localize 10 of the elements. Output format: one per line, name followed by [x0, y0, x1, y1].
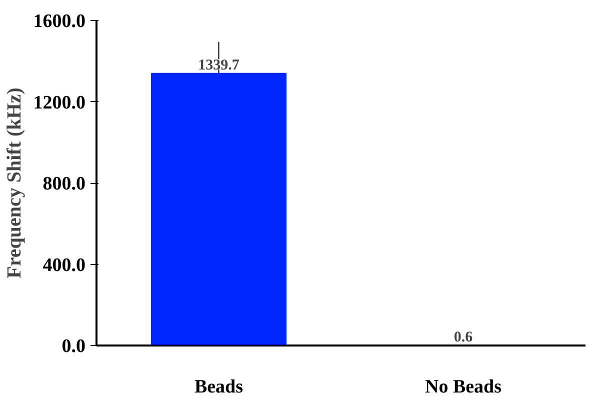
y-tick-label: 400.0 — [42, 254, 86, 276]
x-tick-label: No Beads — [424, 376, 502, 398]
data-label: 1339.7 — [198, 57, 240, 74]
y-tick-label: 800.0 — [42, 174, 86, 194]
y-tick-label: 1200.0 — [33, 92, 86, 114]
y-axis-title: Frequency Shift (kHz) — [3, 88, 26, 278]
y-tick-label: 1600.0 — [33, 11, 86, 32]
y-tick-label: 0.0 — [62, 336, 86, 357]
data-label: 0.6 — [454, 329, 474, 346]
x-tick-label: Beads — [194, 376, 244, 398]
